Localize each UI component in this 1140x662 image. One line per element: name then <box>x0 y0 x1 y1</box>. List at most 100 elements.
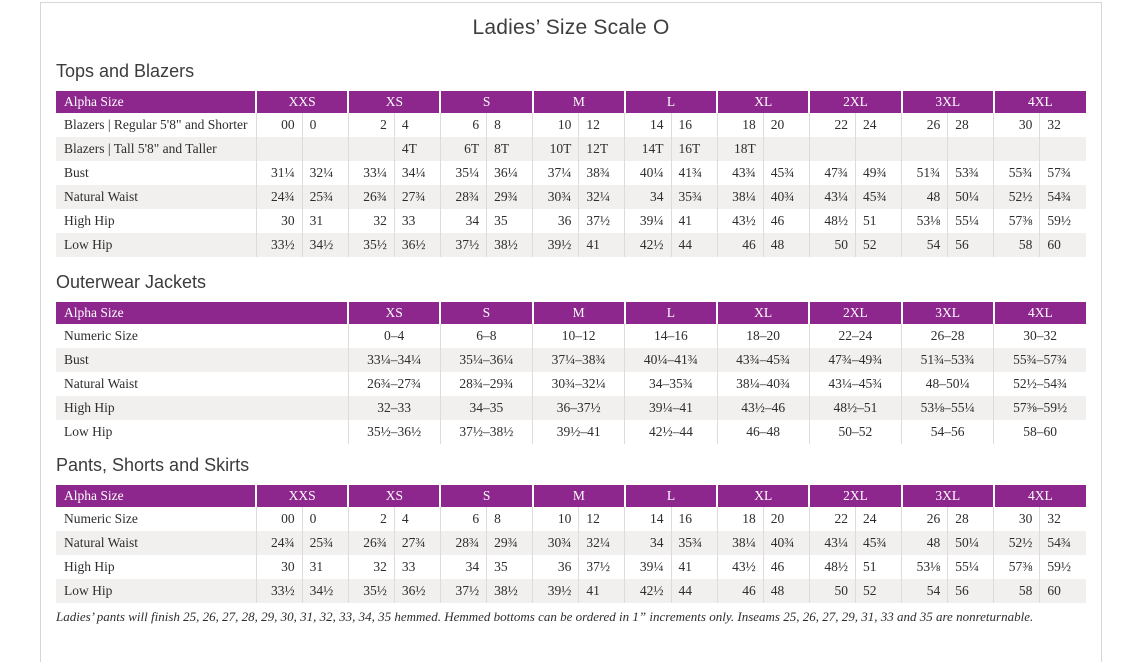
size-column-header-xs: XS <box>347 485 441 507</box>
row-label: Natural Waist <box>64 535 139 550</box>
size-value-cell: 35¼ <box>439 161 487 185</box>
size-value-cell: 18–20 <box>716 324 810 348</box>
measurement-row: High Hip 32–33 34–35 36–37½ 39¼–41 43½–46 48½–… <box>56 396 1086 420</box>
size-value-cell: 33¼–34¼ <box>347 348 441 372</box>
size-value-cell: 26¾ <box>347 185 395 209</box>
size-value-cell: 52½–54¾ <box>993 372 1086 396</box>
size-value-cell: 39¼ <box>624 555 672 579</box>
size-value-cell: 33 <box>393 555 441 579</box>
size-value-cell: 10 <box>532 113 579 137</box>
size-value-cell: 43¾–45¾ <box>716 348 810 372</box>
size-column-header-l: L <box>623 302 717 324</box>
measurement-row: Numeric Size 0–4 6–8 10–12 14–16 18–20 22–24 26… <box>56 324 1086 348</box>
row-label: Natural Waist <box>64 376 139 391</box>
size-value-cell: 28 <box>947 113 994 137</box>
row-label: Low Hip <box>64 237 113 252</box>
size-value-cell: 00 <box>255 507 303 531</box>
size-value-cell: 14 <box>624 507 672 531</box>
size-value-cell: 30 <box>993 507 1040 531</box>
size-value-cell: 50 <box>808 233 856 257</box>
size-value-cell: 26 <box>901 507 948 531</box>
size-column-header-s: S <box>439 302 533 324</box>
size-value-cell: 29¾ <box>486 185 533 209</box>
size-value-cell: 44 <box>670 579 718 603</box>
size-value-cell: 34 <box>624 185 672 209</box>
row-label: High Hip <box>64 559 115 574</box>
size-value-cell: 32¼ <box>578 531 625 555</box>
size-value-cell: 53⅛–55¼ <box>900 396 994 420</box>
row-label: High Hip <box>64 213 115 228</box>
size-value-cell: 55¾ <box>993 161 1040 185</box>
measurement-row: Blazers | Tall 5'8" and Taller 4T 6T 8T 10T 1… <box>56 137 1087 161</box>
size-value-cell: 18 <box>716 507 764 531</box>
size-value-cell: 8 <box>486 507 533 531</box>
row-label: Bust <box>64 352 89 367</box>
size-value-cell: 30 <box>993 113 1040 137</box>
size-value-cell <box>808 137 856 161</box>
size-value-cell: 43½ <box>716 555 764 579</box>
size-value-cell <box>1039 137 1087 161</box>
measurement-row: Bust 31¼ 32¼ 33¼ 34¼ 35¼ 36¼ 37¼ 38¾ 40¼ 41¾ 43¾ 45¾… <box>56 161 1087 185</box>
size-value-cell: 48 <box>901 185 948 209</box>
size-value-cell: 4 <box>393 507 441 531</box>
size-value-cell: 37¼–38¾ <box>531 348 625 372</box>
size-value-cell: 38½ <box>486 579 533 603</box>
size-value-cell: 39¼ <box>624 209 672 233</box>
size-value-cell: 31 <box>301 555 349 579</box>
size-value-cell: 16 <box>670 113 718 137</box>
size-value-cell <box>947 137 994 161</box>
row-label: Low Hip <box>64 583 113 598</box>
size-value-cell: 51 <box>854 209 902 233</box>
size-value-cell: 46 <box>716 579 764 603</box>
size-column-header-xxs: XXS <box>254 91 349 113</box>
size-column-header-xl: XL <box>716 91 810 113</box>
size-value-cell: 52 <box>854 233 902 257</box>
size-value-cell: 31¼ <box>255 161 303 185</box>
size-value-cell <box>762 137 810 161</box>
size-value-cell: 16 <box>670 507 718 531</box>
size-column-header-l: L <box>623 91 718 113</box>
size-value-cell: 43½–46 <box>716 396 810 420</box>
size-value-cell <box>347 137 395 161</box>
size-value-cell: 41 <box>578 579 625 603</box>
section-tops-and-blazers: Tops and Blazers Alpha Size XXS XS S M L XL 2XL 3… <box>56 59 1101 257</box>
size-value-cell: 46 <box>762 555 810 579</box>
size-value-cell: 22–24 <box>808 324 902 348</box>
size-value-cell: 35¼–36¼ <box>439 348 533 372</box>
size-value-cell: 6 <box>439 113 487 137</box>
section-pants-shorts-skirts: Pants, Shorts and Skirts Alpha Size XXS XS S… <box>56 453 1101 603</box>
row-label: Numeric Size <box>64 328 138 343</box>
size-column-header-xs: XS <box>347 91 441 113</box>
size-value-cell: 27¾ <box>393 185 441 209</box>
size-value-cell: 59½ <box>1039 209 1087 233</box>
measurement-row: Low Hip 33½ 34½ 35½ 36½ 37½ 38½ 39½ 41 42½ 44 46 48 5… <box>56 579 1087 603</box>
section-heading-outerwear-jackets: Outerwear Jackets <box>56 272 207 292</box>
size-value-cell: 54–56 <box>900 420 994 444</box>
row-label: Natural Waist <box>64 189 139 204</box>
size-value-cell <box>854 137 902 161</box>
size-value-cell: 35½ <box>347 233 395 257</box>
size-value-cell: 60 <box>1039 579 1087 603</box>
size-value-cell: 54¾ <box>1039 185 1087 209</box>
size-value-cell: 41 <box>670 555 718 579</box>
size-value-cell: 35 <box>486 209 533 233</box>
measurement-row: Natural Waist 24¾ 25¾ 26¾ 27¾ 28¾ 29¾ 30¾ 32¼ 34 3… <box>56 185 1087 209</box>
size-value-cell: 52½ <box>993 531 1040 555</box>
size-value-cell: 58 <box>993 233 1040 257</box>
size-value-cell: 10–12 <box>531 324 625 348</box>
size-value-cell: 29¾ <box>486 531 533 555</box>
measurement-row: High Hip 30 31 32 33 34 35 36 37½ 39¼ 41 43½ 46 48½ 51… <box>56 555 1087 579</box>
size-value-cell: 39½–41 <box>531 420 625 444</box>
size-value-cell: 18 <box>716 113 764 137</box>
size-value-cell: 8 <box>486 113 533 137</box>
size-value-cell: 35½ <box>347 579 395 603</box>
size-value-cell: 32¼ <box>578 185 625 209</box>
row-label: Numeric Size <box>64 511 138 526</box>
size-value-cell: 24 <box>854 507 902 531</box>
size-value-cell: 50–52 <box>808 420 902 444</box>
measurement-row: Blazers | Regular 5'8" and Shorter 00 0 2 4 6… <box>56 113 1087 137</box>
size-value-cell: 26 <box>901 113 948 137</box>
size-column-header-s: S <box>439 91 533 113</box>
size-value-cell: 12 <box>578 507 625 531</box>
size-value-cell: 22 <box>808 507 856 531</box>
